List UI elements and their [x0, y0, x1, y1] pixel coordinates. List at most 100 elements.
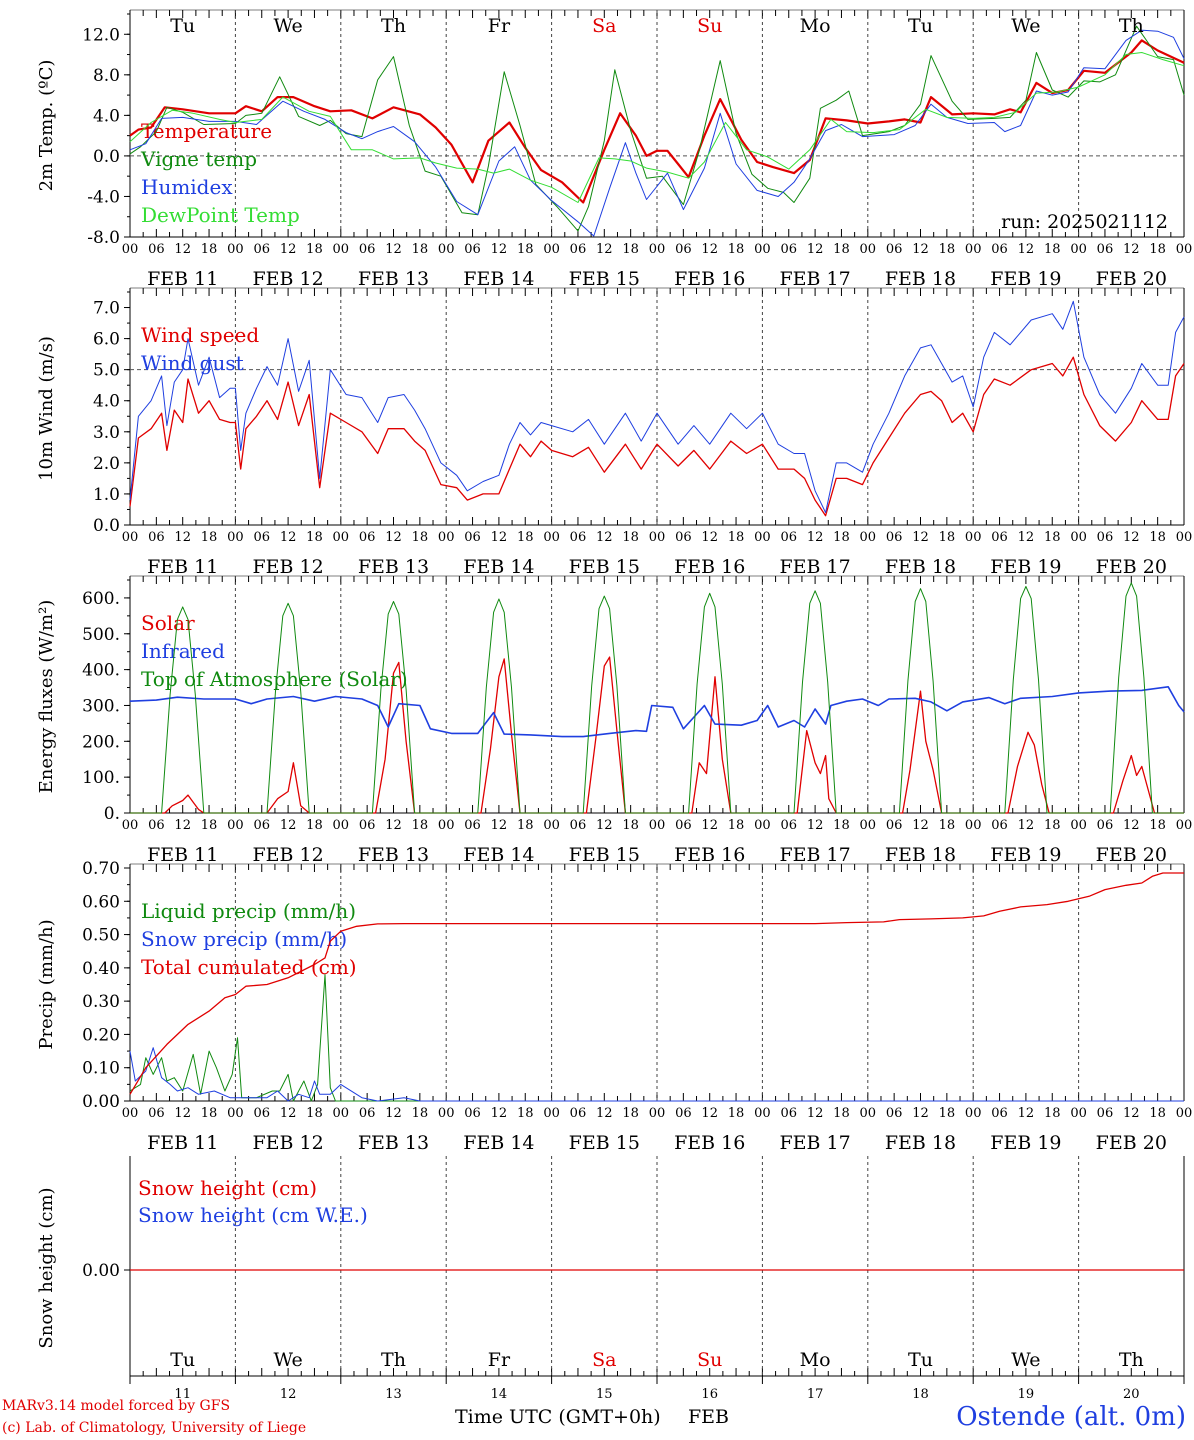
hour-tick-label: 00: [754, 242, 771, 257]
date-label: FEB 19: [990, 556, 1061, 578]
hour-tick-label: 06: [359, 242, 376, 257]
hour-tick-label: 18: [201, 242, 218, 257]
series-line-humidex: [129, 29, 1185, 237]
hour-tick-label: 06: [570, 1106, 587, 1121]
day-number-label: 17: [807, 1387, 824, 1402]
legend-entry: Wind gust: [141, 351, 244, 375]
hour-tick-label: 00: [1070, 1106, 1087, 1121]
hour-tick-label: 00: [438, 818, 455, 833]
y-tick-label: 400.: [82, 661, 120, 681]
hour-tick-label: 00: [543, 530, 560, 545]
hour-tick-label: 12: [1018, 530, 1035, 545]
hour-tick-label: 06: [570, 818, 587, 833]
y-axis-title: 2m Temp. (ºC): [36, 60, 57, 192]
series-line-infrared: [129, 685, 1185, 738]
hour-tick-label: 00: [860, 530, 877, 545]
hour-tick-label: 00: [1176, 242, 1193, 257]
hour-tick-label: 06: [464, 818, 481, 833]
weekday-label-bottom: Tu: [908, 1349, 933, 1371]
day-number-label: 12: [280, 1387, 297, 1402]
date-label: FEB 15: [569, 268, 640, 290]
hour-tick-label: 12: [491, 818, 508, 833]
weekday-label-top: Su: [697, 15, 722, 37]
hour-tick-label: 18: [728, 1106, 745, 1121]
hour-tick-label: 12: [491, 530, 508, 545]
hour-tick-label: 00: [227, 818, 244, 833]
date-label: FEB 15: [569, 556, 640, 578]
hour-tick-label: 18: [412, 818, 429, 833]
hour-tick-label: 12: [912, 1106, 929, 1121]
hour-tick-label: 12: [596, 818, 613, 833]
legend-entry: DewPoint Temp: [141, 203, 300, 227]
y-axis-title: Energy fluxes (W/m²): [36, 600, 57, 794]
hour-tick-label: 12: [596, 530, 613, 545]
y-axis-title: Precip (mm/h): [36, 919, 57, 1049]
y-tick-label: 12.0: [82, 25, 120, 45]
hour-tick-label: 06: [675, 242, 692, 257]
y-tick-label: 0.0: [93, 147, 120, 167]
date-label: FEB 17: [779, 268, 850, 290]
hour-tick-label: 00: [1176, 818, 1193, 833]
hour-tick-label: 00: [227, 1106, 244, 1121]
date-label: FEB 16: [674, 844, 745, 866]
day-number-label: 15: [596, 1387, 613, 1402]
hour-tick-label: 00: [649, 818, 666, 833]
hour-tick-label: 06: [253, 1106, 270, 1121]
hour-tick-label: 12: [491, 242, 508, 257]
hour-tick-label: 06: [780, 818, 797, 833]
hour-tick-label: 18: [728, 530, 745, 545]
hour-tick-label: 18: [939, 530, 956, 545]
y-tick-label: 0.60: [82, 892, 120, 912]
hour-tick-label: 18: [412, 530, 429, 545]
y-tick-label: 2.0: [93, 454, 120, 474]
hour-tick-label: 00: [122, 1106, 139, 1121]
hour-tick-label: 12: [701, 1106, 718, 1121]
date-label: FEB 13: [358, 268, 429, 290]
series-line-snow-precip-mm-h-: [129, 1047, 1184, 1102]
hour-tick-label: 12: [280, 818, 297, 833]
date-label: FEB 14: [463, 1132, 534, 1154]
hour-tick-label: 12: [1123, 1106, 1140, 1121]
y-tick-label: 7.0: [93, 299, 120, 319]
hour-tick-label: 00: [543, 818, 560, 833]
hour-tick-label: 18: [517, 818, 534, 833]
hour-tick-label: 06: [148, 818, 165, 833]
y-tick-label: 4.0: [93, 106, 120, 126]
hour-tick-label: 18: [517, 1106, 534, 1121]
hour-tick-label: 12: [1018, 818, 1035, 833]
legend-entry: Wind speed: [141, 323, 259, 347]
hour-tick-label: 06: [148, 530, 165, 545]
hour-tick-label: 12: [701, 242, 718, 257]
y-tick-label: 5.0: [93, 361, 120, 381]
date-label: FEB 18: [885, 268, 956, 290]
date-label: FEB 12: [252, 1132, 323, 1154]
date-label: FEB 13: [358, 844, 429, 866]
weekday-label-top: Sa: [592, 15, 616, 37]
hour-tick-label: 00: [649, 530, 666, 545]
weekday-label-top: Tu: [170, 15, 195, 37]
y-tick-label: 600.: [82, 589, 120, 609]
hour-tick-label: 06: [675, 530, 692, 545]
hour-tick-label: 00: [1070, 530, 1087, 545]
chart-panel-4: 0.70 0.60 0.50 0.40 0.30 0.20 0.10 0.00 Precip (…: [36, 859, 1192, 1154]
date-label: FEB 14: [463, 268, 534, 290]
hour-tick-label: 00: [860, 242, 877, 257]
y-tick-label: 100.: [82, 768, 120, 788]
y-tick-label: -8.0: [87, 228, 120, 248]
hour-tick-label: 12: [1123, 530, 1140, 545]
hour-tick-label: 06: [991, 530, 1008, 545]
hour-tick-label: 18: [517, 530, 534, 545]
hour-tick-label: 12: [912, 818, 929, 833]
hour-tick-label: 12: [280, 242, 297, 257]
hour-tick-label: 12: [174, 818, 191, 833]
hour-tick-label: 00: [965, 530, 982, 545]
hour-tick-label: 06: [780, 530, 797, 545]
legend-entry: Snow height (cm): [138, 1176, 317, 1200]
hour-tick-label: 06: [886, 530, 903, 545]
y-tick-label: 0.: [104, 804, 120, 824]
hour-tick-label: 00: [1176, 530, 1193, 545]
hour-tick-label: 12: [174, 242, 191, 257]
weekday-label-bottom: Fr: [488, 1349, 511, 1371]
date-label: FEB 16: [674, 556, 745, 578]
hour-tick-label: 12: [385, 1106, 402, 1121]
